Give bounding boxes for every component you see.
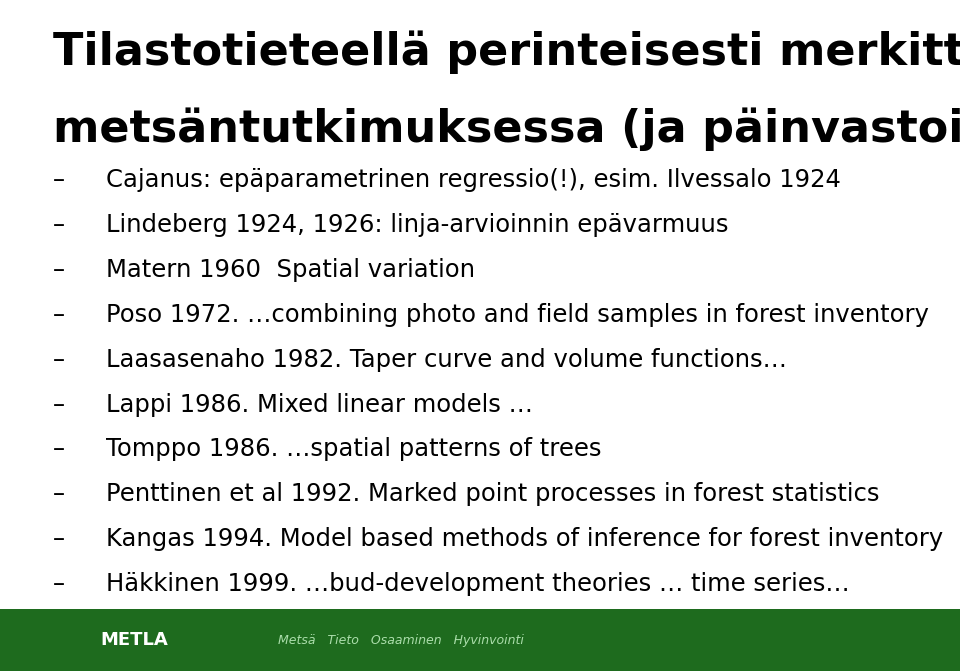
Text: Lindeberg 1924, 1926: linja-arvioinnin epävarmuus: Lindeberg 1924, 1926: linja-arvioinnin e… <box>106 213 728 237</box>
Text: –: – <box>53 482 64 507</box>
Text: Laasasenaho 1982. Taper curve and volume functions…: Laasasenaho 1982. Taper curve and volume… <box>106 348 786 372</box>
Text: –: – <box>53 393 64 417</box>
Text: Tilastotieteellä perinteisesti merkittävä rooli: Tilastotieteellä perinteisesti merkittäv… <box>53 30 960 74</box>
Text: Häkkinen 1999. …bud-development theories … time series…: Häkkinen 1999. …bud-development theories… <box>106 572 850 597</box>
Text: Cajanus: epäparametrinen regressio(!), esim. Ilvessalo 1924: Cajanus: epäparametrinen regressio(!), e… <box>106 168 840 192</box>
Text: METLA: METLA <box>101 631 168 649</box>
Text: Penttinen et al 1992. Marked point processes in forest statistics: Penttinen et al 1992. Marked point proce… <box>106 482 879 507</box>
Bar <box>0 609 960 671</box>
Text: –: – <box>53 527 64 552</box>
Text: –: – <box>53 437 64 462</box>
Text: –: – <box>53 572 64 597</box>
Text: Siipilehto 2011. … parameter prediction methods for stand structures: Siipilehto 2011. … parameter prediction … <box>106 662 955 671</box>
Text: Metsä   Tieto   Osaaminen   Hyvinvointi: Metsä Tieto Osaaminen Hyvinvointi <box>278 633 524 647</box>
Text: metsäntutkimuksessa (ja päinvastoin), esim:: metsäntutkimuksessa (ja päinvastoin), es… <box>53 107 960 151</box>
Text: –: – <box>53 617 64 641</box>
Text: –: – <box>53 303 64 327</box>
Text: Lappi 1986. Mixed linear models …: Lappi 1986. Mixed linear models … <box>106 393 533 417</box>
Text: Kangas 1994. Model based methods of inference for forest inventory: Kangas 1994. Model based methods of infe… <box>106 527 943 552</box>
Text: –: – <box>53 348 64 372</box>
Text: –: – <box>53 258 64 282</box>
Text: Poso 1972. …combining photo and field samples in forest inventory: Poso 1972. …combining photo and field sa… <box>106 303 928 327</box>
Text: Leskinen 2001. Statistical methods for measuring preferences: Leskinen 2001. Statistical methods for m… <box>106 617 862 641</box>
Text: –: – <box>53 662 64 671</box>
Text: Matern 1960  Spatial variation: Matern 1960 Spatial variation <box>106 258 474 282</box>
Text: –: – <box>53 168 64 192</box>
Text: Tomppo 1986. …spatial patterns of trees: Tomppo 1986. …spatial patterns of trees <box>106 437 601 462</box>
Text: –: – <box>53 213 64 237</box>
